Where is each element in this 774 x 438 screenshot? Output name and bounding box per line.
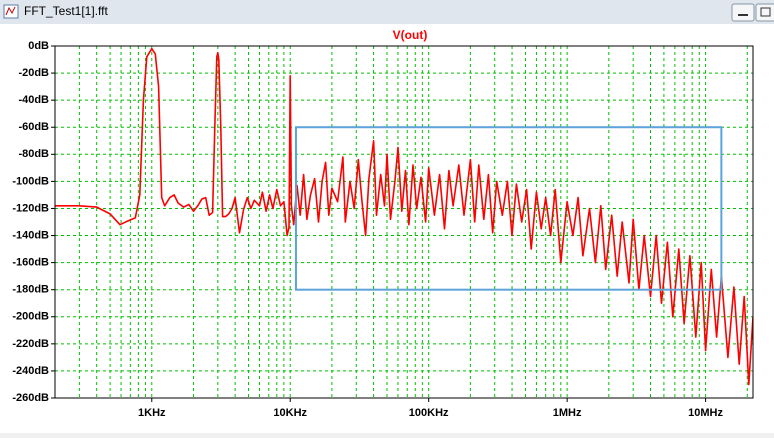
- y-tick-label: -20dB: [18, 67, 49, 79]
- y-tick-label: 0dB: [28, 40, 49, 52]
- x-tick-label: 1MHz: [553, 407, 582, 419]
- window-title: FFT_Test1[1].fft: [24, 4, 108, 18]
- title-bar: [0, 0, 774, 24]
- trace-name[interactable]: V(out): [393, 28, 428, 42]
- y-tick-label: -240dB: [12, 365, 49, 377]
- y-tick-label: -60dB: [18, 121, 49, 133]
- y-tick-label: -40dB: [18, 94, 49, 106]
- trace-line: [55, 47, 753, 386]
- y-tick-label: -220dB: [12, 338, 49, 350]
- y-tick-label: -140dB: [12, 229, 49, 241]
- y-tick-label: -80dB: [18, 148, 49, 160]
- highlight-box: [294, 126, 723, 291]
- x-tick-label: 1KHz: [138, 407, 166, 419]
- y-tick-label: -260dB: [12, 392, 49, 404]
- window-icon-trace: [5, 6, 16, 16]
- plot-frame: [54, 45, 754, 399]
- y-tick-label: -200dB: [12, 311, 49, 323]
- plot: 0dB -20dB -40dB -60dB -80dB -100dB -120dB -140d…: [12, 40, 754, 419]
- maximize-button[interactable]: [755, 3, 774, 22]
- x-tick-label: 10KHz: [273, 407, 307, 419]
- y-tick-label: -180dB: [12, 284, 49, 296]
- y-tick-label: -100dB: [12, 175, 49, 187]
- y-tick-label: -160dB: [12, 257, 49, 269]
- x-tick-label: 100KHz: [409, 407, 449, 419]
- x-tick-label: 10MHz: [688, 407, 723, 419]
- y-tick-label: -120dB: [12, 202, 49, 214]
- maximize-icon: [760, 7, 771, 17]
- minimize-button[interactable]: [731, 3, 755, 22]
